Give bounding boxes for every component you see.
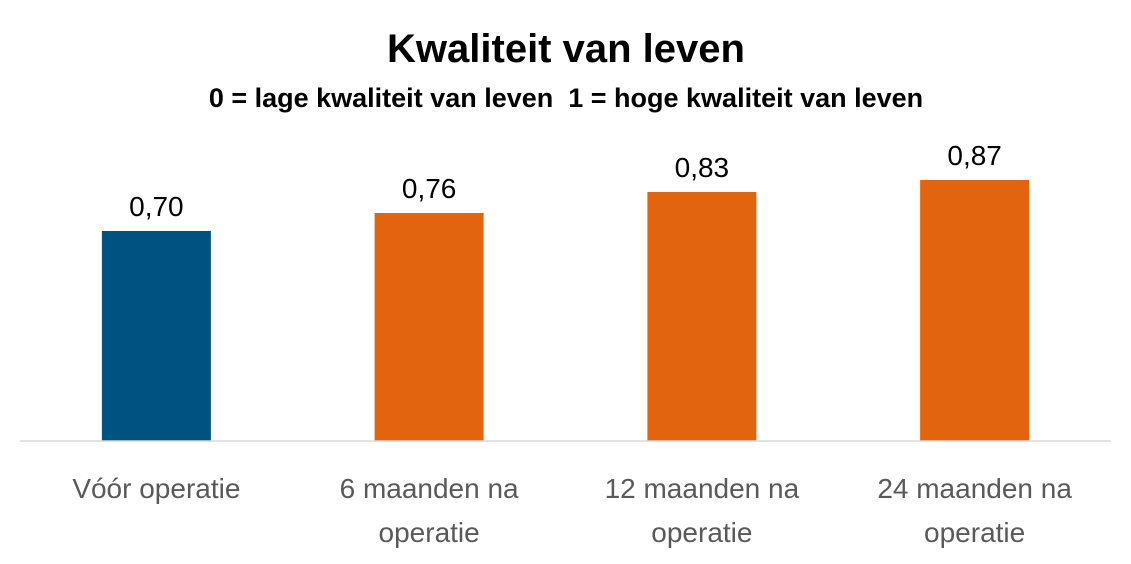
category-label-1: Vóór operatie: [72, 473, 240, 504]
bar-4: [920, 180, 1030, 441]
bars-group: [101, 180, 1030, 441]
category-label-3: 12 maanden na operatie: [605, 473, 800, 548]
category-label-4: 24 maanden na operatie: [877, 473, 1072, 548]
category-label-2: 6 maanden na operatie: [340, 473, 519, 548]
data-label-3: 0,83: [675, 152, 730, 183]
data-labels-group: 0,70 0,76 0,83 0,87: [129, 140, 1002, 222]
bar-2: [374, 213, 484, 441]
bar-3: [647, 192, 757, 441]
data-label-2: 0,76: [402, 173, 457, 204]
data-label-1: 0,70: [129, 191, 184, 222]
category-labels-group: Vóór operatie 6 maanden na operatie 12 maan…: [72, 473, 1072, 548]
data-label-4: 0,87: [947, 140, 1002, 171]
bar-1: [101, 231, 211, 441]
chart-subtitle: 0 = lage kwaliteit van leven 1 = hoge kw…: [209, 83, 923, 113]
chart-title: Kwaliteit van leven: [387, 27, 745, 71]
